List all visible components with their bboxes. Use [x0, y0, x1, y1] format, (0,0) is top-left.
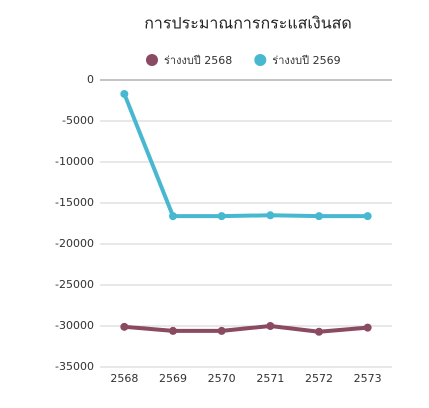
data-point	[266, 322, 275, 330]
y-tick-label: -5000	[62, 114, 94, 127]
data-point	[315, 327, 323, 336]
data-point	[363, 212, 372, 221]
y-tick-label: 0	[87, 73, 94, 86]
x-tick-label: 2568	[110, 372, 138, 385]
x-tick-label: 2571	[256, 372, 284, 385]
y-tick-label: -10000	[55, 155, 94, 168]
x-tick-label: 2573	[354, 372, 382, 385]
data-point	[266, 211, 275, 220]
x-tick-label: 2569	[159, 372, 187, 385]
x-tick-label: 2572	[305, 372, 333, 385]
legend-label: ร่างงบปี 2568	[164, 54, 232, 67]
y-tick-label: -30000	[55, 319, 94, 332]
data-point	[217, 212, 226, 221]
series-line	[122, 93, 368, 219]
legend-marker	[146, 54, 158, 66]
data-point	[315, 212, 323, 221]
data-point	[120, 89, 129, 98]
x-tick-label: 2570	[208, 372, 236, 385]
chart-title: การประมาณการกระแสเงินสด	[144, 14, 352, 33]
data-point	[169, 212, 177, 221]
legend-marker	[254, 54, 267, 66]
y-tick-label: -35000	[55, 360, 94, 373]
y-tick-label: -25000	[55, 278, 94, 291]
data-point	[120, 322, 129, 331]
y-tick-label: -20000	[55, 237, 94, 250]
data-point	[363, 323, 372, 332]
data-point	[169, 326, 177, 335]
legend-label: ร่างงบปี 2569	[272, 54, 340, 67]
data-point	[217, 326, 226, 335]
y-tick-label: -15000	[55, 196, 94, 209]
series-line	[124, 324, 368, 334]
